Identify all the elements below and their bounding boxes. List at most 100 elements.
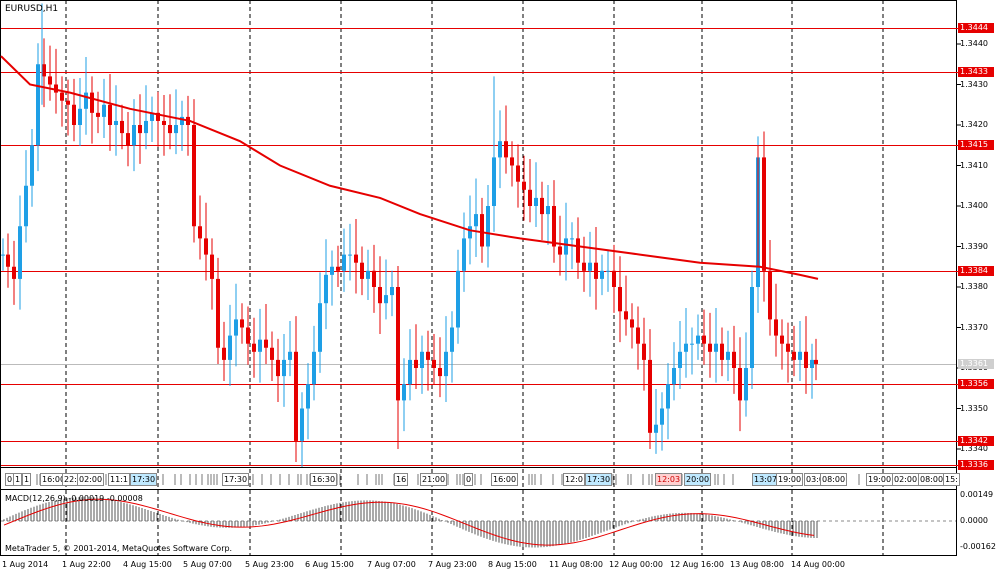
candle-body (6, 255, 10, 267)
event-marker[interactable]: 13:07 (752, 473, 779, 486)
level-price-tag: 1.3415 (958, 140, 994, 150)
macd-signal-line (4, 499, 814, 545)
candle-body (138, 125, 142, 133)
event-marker[interactable]: 12:03 (655, 473, 682, 486)
candle-body (804, 352, 808, 368)
candle-body (450, 328, 454, 352)
event-marker[interactable]: 08:00 (820, 473, 847, 486)
candle-body (672, 368, 676, 384)
candle-body (480, 214, 484, 246)
candle-body (570, 238, 574, 239)
candle-body (78, 109, 82, 125)
candle-body (270, 348, 274, 360)
candle-body (642, 344, 646, 360)
event-marker[interactable]: 17:30 (585, 473, 612, 486)
candle-body (618, 287, 622, 311)
event-marker[interactable]: 08:00 (918, 473, 945, 486)
candle-body (762, 157, 766, 270)
macd-axis-label: 0.00149 (960, 490, 993, 499)
event-marker[interactable]: 0 (464, 473, 473, 486)
price-axis-label: 1.3410 (960, 161, 988, 170)
time-axis-label: 7 Aug 07:00 (367, 560, 416, 569)
candle-body (60, 93, 64, 101)
event-marker[interactable]: 16:30 (310, 473, 337, 486)
candle-body (84, 93, 88, 109)
level-price-tag: 1.3384 (958, 266, 994, 276)
candle-body (768, 271, 772, 320)
time-axis-label: 4 Aug 15:00 (123, 560, 172, 569)
candle-body (624, 311, 628, 319)
candle-body (684, 344, 688, 352)
candle-body (498, 141, 502, 157)
candle-body (354, 255, 358, 263)
candle-body (486, 206, 490, 247)
event-marker[interactable]: 12:0 (563, 473, 585, 486)
candle-body (708, 344, 712, 352)
time-axis-label: 12 Aug 00:00 (609, 560, 663, 569)
candle-body (588, 263, 592, 271)
candle-body (318, 303, 322, 352)
candle-body (468, 226, 472, 238)
candle-body (90, 93, 94, 113)
candle-body (528, 190, 532, 206)
candle-body (516, 166, 520, 182)
candle-body (534, 198, 538, 206)
candle-body (126, 133, 130, 145)
event-marker[interactable]: 19:00 (776, 473, 803, 486)
time-axis-label: 11 Aug 08:00 (549, 560, 603, 569)
time-axis-label: 1 Aug 2014 (2, 560, 48, 569)
candle-body (324, 275, 328, 303)
event-marker[interactable]: 16:00 (491, 473, 518, 486)
candle-body (696, 336, 700, 344)
candle-body (342, 255, 346, 271)
candle-body (384, 295, 388, 303)
candle-body (732, 352, 736, 368)
level-price-tag: 1.3342 (958, 436, 994, 446)
event-marker[interactable]: 21:00 (420, 473, 447, 486)
event-marker[interactable]: 15: (943, 473, 960, 486)
candle-body (336, 267, 340, 271)
event-marker[interactable]: 1 (13, 473, 22, 486)
candle-body (330, 267, 334, 275)
candle-body (396, 287, 400, 400)
candle-body (378, 287, 382, 303)
event-marker[interactable]: 16 (394, 473, 408, 486)
candle-body (402, 384, 406, 400)
level-price-tag: 1.3336 (958, 460, 994, 470)
level-price-tag: 1.3433 (958, 67, 994, 77)
event-marker[interactable]: 20:00 (684, 473, 711, 486)
candle-body (306, 384, 310, 408)
event-marker[interactable]: 1 (22, 473, 31, 486)
candle-body (132, 125, 136, 145)
candle-body (216, 279, 220, 348)
candle-body (240, 319, 244, 327)
event-marker[interactable]: 11:1 (108, 473, 130, 486)
candle-body (204, 238, 208, 254)
candle-body (366, 271, 370, 279)
candle-body (474, 214, 478, 226)
event-marker[interactable]: 02:00 (77, 473, 104, 486)
candle-body (690, 344, 694, 345)
event-marker[interactable]: 17:30 (222, 473, 249, 486)
candle-body (702, 336, 706, 344)
candle-body (432, 360, 436, 368)
candle-body (30, 145, 34, 186)
candle-body (174, 125, 178, 133)
event-marker[interactable]: 02:00 (892, 473, 919, 486)
price-axis-label: 1.3380 (960, 282, 988, 291)
time-axis-label: 14 Aug 00:00 (791, 560, 845, 569)
candle-body (312, 352, 316, 384)
price-axis-label: 1.3420 (960, 120, 988, 129)
candle-body (666, 384, 670, 408)
time-axis-label: 5 Aug 07:00 (183, 560, 232, 569)
time-axis-label: 12 Aug 16:00 (670, 560, 724, 569)
candle-body (630, 319, 634, 327)
candle-body (36, 64, 40, 145)
candle-body (114, 121, 118, 125)
candle-body (120, 121, 124, 133)
event-marker[interactable]: 19:00 (866, 473, 893, 486)
candle-body (48, 76, 52, 84)
candle-body (234, 319, 238, 335)
event-marker[interactable]: 17:30 (130, 473, 157, 486)
